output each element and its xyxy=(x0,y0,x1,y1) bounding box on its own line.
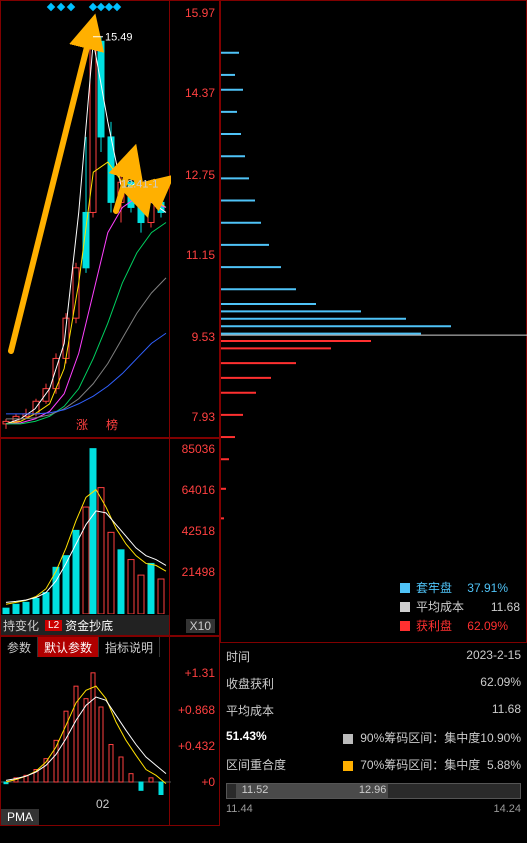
range-70-row: 区间重合度 70%筹码区间：集中度 5.88% xyxy=(226,751,521,778)
ind-tick: +0 xyxy=(201,775,215,789)
price-tick: 14.37 xyxy=(185,86,215,100)
ind-tick: +1.31 xyxy=(185,666,215,680)
legend-label: 平均成本 xyxy=(416,598,464,615)
tab-params[interactable]: 参数 xyxy=(1,637,38,657)
x10-label: X10 xyxy=(186,619,215,633)
zhang-label: 涨 xyxy=(76,416,88,433)
price-y-axis: 15.97 14.37 12.75 11.15 9.53 7.93 xyxy=(170,0,220,438)
l2-badge: L2 xyxy=(45,620,62,631)
info-row: 时间 2023-2-15 xyxy=(226,643,521,670)
price-tick: 7.93 xyxy=(192,410,215,424)
range70-value: 5.88% xyxy=(487,758,521,772)
range90-label: 90%筹码区间： xyxy=(360,731,444,745)
range-90-row: 51.43% 90%筹码区间：集中度10.90% xyxy=(226,724,521,751)
pma-tag[interactable]: PMA xyxy=(1,809,39,825)
range70-conc-label: 集中度 xyxy=(444,758,480,772)
info-value: 11.68 xyxy=(492,702,521,719)
price-chart[interactable]: 15.49 12.41-1 涨 榜 xyxy=(0,0,170,438)
slider-val1: 11.52 xyxy=(242,784,269,796)
legend-value: 62.09% xyxy=(458,619,508,633)
vol-tick: 64016 xyxy=(182,483,215,497)
range70-label: 70%筹码区间： xyxy=(360,758,444,772)
vol-tick: 21498 xyxy=(182,565,215,579)
range90-conc-label: 集中度 xyxy=(444,731,480,745)
volume-header: 持变化 L2 资金抄底 xyxy=(1,615,169,635)
info-row: 平均成本 11.68 xyxy=(226,697,521,724)
square-icon xyxy=(400,602,410,612)
left-column: 15.49 12.41-1 涨 榜 15.97 14.37 12.75 11.15 9.5… xyxy=(0,0,220,843)
range-90: 90%筹码区间：集中度10.90% xyxy=(343,729,521,746)
square-icon xyxy=(400,621,410,631)
volume-y-axis: X10 85036 64016 42518 21498 xyxy=(170,438,220,636)
info-value: 2023-2-15 xyxy=(466,648,521,665)
indicator-y-axis: +1.31 +0.868 +0.432 +0 xyxy=(170,636,220,826)
indicator-chart[interactable]: 参数 默认参数 指标说明 02 PMA xyxy=(0,636,170,826)
info-value: 62.09% xyxy=(480,675,521,692)
price-tick: 15.97 xyxy=(185,6,215,20)
ind-tick: +0.868 xyxy=(178,703,215,717)
info-label: 平均成本 xyxy=(226,702,274,719)
header-left[interactable]: 持变化 xyxy=(3,617,39,634)
legend-row: 平均成本 11.68 xyxy=(400,598,520,615)
chip-legend: 套牢盘 37.91% 平均成本 11.68 获利盘 62.09% xyxy=(400,577,520,636)
price-tick: 9.53 xyxy=(192,330,215,344)
overlap-label: 区间重合度 xyxy=(226,756,286,773)
vol-tick: 42518 xyxy=(182,524,215,538)
svg-text:15.49: 15.49 xyxy=(105,32,133,44)
info-row: 收盘获利 62.09% xyxy=(226,670,521,697)
range-slider[interactable]: 11.52 12.96 11.44 14.24 xyxy=(226,783,521,815)
legend-row: 获利盘 62.09% xyxy=(400,617,520,634)
tab-default-params[interactable]: 默认参数 xyxy=(38,637,99,657)
info-label: 收盘获利 xyxy=(226,675,274,692)
info-label: 时间 xyxy=(226,648,250,665)
slider-val2: 12.96 xyxy=(359,784,387,796)
slider-min: 11.44 xyxy=(226,803,253,815)
legend-row: 套牢盘 37.91% xyxy=(400,579,520,596)
legend-label: 套牢盘 xyxy=(416,579,452,596)
right-column: 套牢盘 37.91% 平均成本 11.68 获利盘 62.09% 时间 2023-… xyxy=(220,0,527,843)
param-tabs: 参数 默认参数 指标说明 xyxy=(1,637,169,657)
header-right[interactable]: 资金抄底 xyxy=(65,617,113,634)
volume-chart[interactable]: 持变化 L2 资金抄底 xyxy=(0,438,170,636)
info-panel: 时间 2023-2-15 收盘获利 62.09% 平均成本 11.68 51.43% 90… xyxy=(220,643,527,843)
vol-tick: 85036 xyxy=(182,442,215,456)
bang-label: 榜 xyxy=(106,416,118,433)
square-icon xyxy=(343,761,353,771)
svg-text:12.41-1: 12.41-1 xyxy=(121,178,158,190)
square-icon xyxy=(400,583,410,593)
legend-value: 11.68 xyxy=(470,600,520,614)
slider-max: 14.24 xyxy=(493,803,521,815)
chip-distribution[interactable]: 套牢盘 37.91% 平均成本 11.68 获利盘 62.09% xyxy=(220,0,527,643)
tab-indicator-desc[interactable]: 指标说明 xyxy=(99,637,160,657)
range90-value: 10.90% xyxy=(480,731,521,745)
legend-label: 获利盘 xyxy=(416,617,452,634)
ind-x-label: 02 xyxy=(96,797,109,811)
range-70: 70%筹码区间：集中度 5.88% xyxy=(343,756,521,773)
legend-value: 37.91% xyxy=(458,581,508,595)
price-tick: 12.75 xyxy=(185,168,215,182)
price-tick: 11.15 xyxy=(186,248,215,262)
ind-tick: +0.432 xyxy=(178,739,215,753)
overlap-pct: 51.43% xyxy=(226,729,267,746)
square-icon xyxy=(343,734,353,744)
